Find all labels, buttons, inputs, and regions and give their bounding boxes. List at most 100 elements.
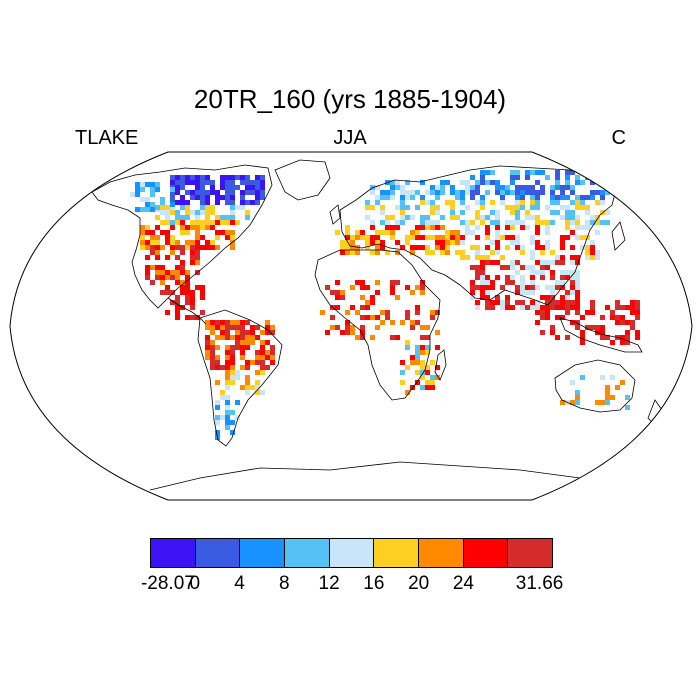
data-cell (515, 210, 520, 215)
data-cell (255, 355, 260, 360)
data-cell (480, 265, 485, 270)
data-cell (525, 185, 530, 190)
data-cell (500, 300, 505, 305)
data-cell (420, 370, 425, 375)
data-cell (225, 230, 230, 235)
data-cell (595, 215, 600, 220)
data-cell (225, 395, 230, 400)
data-cell (235, 415, 240, 420)
data-cell (225, 180, 230, 185)
data-cell (425, 345, 430, 350)
data-cell (360, 335, 365, 340)
data-cell (445, 250, 450, 255)
data-cell (560, 305, 565, 310)
data-cell (380, 220, 385, 225)
data-cell (420, 290, 425, 295)
data-cell (360, 235, 365, 240)
data-cell (570, 400, 575, 405)
data-cell (385, 225, 390, 230)
data-cell (570, 210, 575, 215)
data-cell (425, 190, 430, 195)
data-cell (360, 305, 365, 310)
data-cell (185, 245, 190, 250)
data-cell (215, 195, 220, 200)
data-cell (230, 375, 235, 380)
data-cell (225, 355, 230, 360)
data-cell (360, 285, 365, 290)
data-cell (485, 290, 490, 295)
data-cell (325, 330, 330, 335)
data-cell (625, 395, 630, 400)
data-cell (415, 380, 420, 385)
data-cell (255, 385, 260, 390)
data-cell (425, 235, 430, 240)
data-cell (150, 245, 155, 250)
data-cell (365, 200, 370, 205)
data-cell (380, 210, 385, 215)
data-cell (150, 182, 155, 187)
data-cell (215, 400, 220, 405)
data-cell (345, 235, 350, 240)
data-cell (425, 350, 430, 355)
data-cell (235, 335, 240, 340)
data-cell (550, 185, 555, 190)
data-cell (415, 245, 420, 250)
data-cell (220, 415, 225, 420)
data-cell (480, 220, 485, 225)
data-cell (465, 185, 470, 190)
data-cell (435, 365, 440, 370)
data-cell (400, 185, 405, 190)
data-cell (165, 235, 170, 240)
data-cells (130, 170, 640, 440)
data-cell (560, 190, 565, 195)
data-cell (245, 180, 250, 185)
data-cell (375, 245, 380, 250)
data-cell (215, 220, 220, 225)
data-cell (495, 190, 500, 195)
data-cell (550, 305, 555, 310)
data-cell (380, 195, 385, 200)
data-cell (160, 210, 165, 215)
data-cell (625, 405, 630, 410)
data-cell (340, 250, 345, 255)
data-cell (160, 270, 165, 275)
data-cell (480, 285, 485, 290)
data-cell (530, 275, 535, 280)
data-cell (515, 195, 520, 200)
data-cell (425, 200, 430, 205)
data-cell (475, 215, 480, 220)
data-cell (455, 195, 460, 200)
data-cell (515, 175, 520, 180)
data-cell (190, 220, 195, 225)
data-cell (560, 240, 565, 245)
data-cell (600, 325, 605, 330)
data-cell (250, 180, 255, 185)
data-cell (600, 170, 605, 175)
data-cell (230, 230, 235, 235)
data-cell (365, 285, 370, 290)
data-cell (230, 205, 235, 210)
data-cell (555, 170, 560, 175)
data-cell (525, 225, 530, 230)
data-cell (585, 195, 590, 200)
data-cell (175, 280, 180, 285)
data-cell (620, 380, 625, 385)
data-cell (385, 310, 390, 315)
data-cell (175, 215, 180, 220)
data-cell (495, 260, 500, 265)
data-cell (395, 250, 400, 255)
data-cell (145, 225, 150, 230)
data-cell (155, 215, 160, 220)
data-cell (570, 305, 575, 310)
data-cell (415, 230, 420, 235)
data-cell (180, 230, 185, 235)
data-cell (140, 235, 145, 240)
data-cell (530, 195, 535, 200)
data-cell (580, 205, 585, 210)
data-cell (535, 285, 540, 290)
data-cell (425, 365, 430, 370)
data-cell (460, 255, 465, 260)
data-cell (435, 240, 440, 245)
data-cell (550, 285, 555, 290)
data-cell (210, 185, 215, 190)
